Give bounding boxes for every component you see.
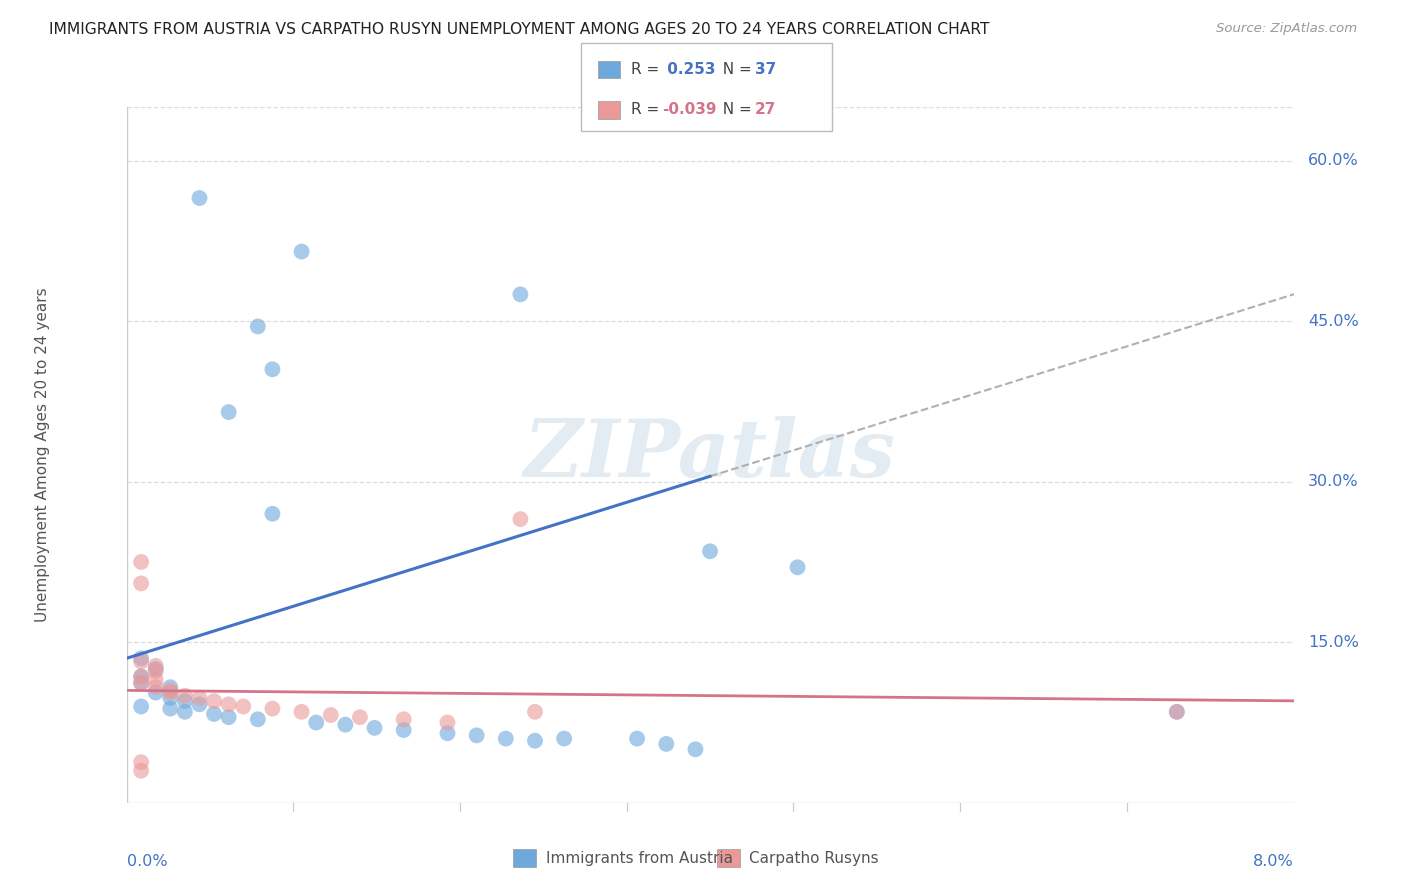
Text: Immigrants from Austria: Immigrants from Austria bbox=[546, 851, 733, 865]
Text: 45.0%: 45.0% bbox=[1308, 314, 1358, 328]
Text: 27: 27 bbox=[755, 103, 776, 117]
Point bbox=[159, 690, 181, 705]
Point bbox=[218, 710, 240, 724]
Point bbox=[1166, 705, 1188, 719]
Text: R =: R = bbox=[631, 103, 665, 117]
Text: 30.0%: 30.0% bbox=[1308, 475, 1358, 489]
Point bbox=[290, 705, 312, 719]
Text: N =: N = bbox=[713, 62, 756, 77]
Text: 8.0%: 8.0% bbox=[1253, 855, 1294, 869]
Point bbox=[553, 731, 575, 746]
Point bbox=[145, 662, 167, 676]
Text: Source: ZipAtlas.com: Source: ZipAtlas.com bbox=[1216, 22, 1357, 36]
Point bbox=[174, 689, 197, 703]
Text: N =: N = bbox=[713, 103, 756, 117]
Point bbox=[145, 658, 167, 673]
Point bbox=[319, 708, 342, 723]
Text: Carpatho Rusyns: Carpatho Rusyns bbox=[749, 851, 879, 865]
Point bbox=[129, 651, 152, 665]
Text: 0.253: 0.253 bbox=[662, 62, 716, 77]
Point bbox=[335, 717, 357, 731]
Text: R =: R = bbox=[631, 62, 665, 77]
Point bbox=[188, 698, 211, 712]
Point bbox=[129, 764, 152, 778]
Point bbox=[465, 728, 488, 742]
Point bbox=[129, 555, 152, 569]
Point bbox=[145, 685, 167, 699]
Point bbox=[290, 244, 312, 259]
Text: -0.039: -0.039 bbox=[662, 103, 717, 117]
Text: 37: 37 bbox=[755, 62, 776, 77]
Point bbox=[129, 576, 152, 591]
Point bbox=[246, 712, 269, 726]
Point bbox=[129, 669, 152, 683]
Point bbox=[145, 673, 167, 687]
Point bbox=[786, 560, 808, 574]
Text: IMMIGRANTS FROM AUSTRIA VS CARPATHO RUSYN UNEMPLOYMENT AMONG AGES 20 TO 24 YEARS: IMMIGRANTS FROM AUSTRIA VS CARPATHO RUSY… bbox=[49, 22, 990, 37]
Point bbox=[523, 705, 546, 719]
Point bbox=[159, 680, 181, 694]
Point bbox=[1166, 705, 1188, 719]
Point bbox=[232, 699, 254, 714]
Point bbox=[685, 742, 707, 756]
Point bbox=[174, 705, 197, 719]
Point bbox=[188, 191, 211, 205]
Point bbox=[246, 319, 269, 334]
Text: 60.0%: 60.0% bbox=[1308, 153, 1358, 168]
Point bbox=[145, 664, 167, 678]
Point bbox=[159, 683, 181, 698]
Point bbox=[174, 694, 197, 708]
Point bbox=[349, 710, 371, 724]
Text: Unemployment Among Ages 20 to 24 years: Unemployment Among Ages 20 to 24 years bbox=[35, 287, 51, 623]
Point bbox=[129, 669, 152, 683]
Point bbox=[436, 726, 458, 740]
Point bbox=[129, 676, 152, 690]
Point bbox=[129, 676, 152, 690]
Point bbox=[202, 694, 225, 708]
Point bbox=[436, 715, 458, 730]
Point bbox=[509, 512, 531, 526]
Point bbox=[129, 755, 152, 769]
Point bbox=[363, 721, 385, 735]
Point bbox=[392, 712, 415, 726]
Point bbox=[626, 731, 648, 746]
Text: 15.0%: 15.0% bbox=[1308, 635, 1360, 649]
Point bbox=[699, 544, 721, 558]
Point bbox=[495, 731, 517, 746]
Point bbox=[129, 699, 152, 714]
Point bbox=[655, 737, 678, 751]
Point bbox=[262, 507, 284, 521]
Point bbox=[218, 405, 240, 419]
Point bbox=[202, 706, 225, 721]
Point bbox=[129, 655, 152, 669]
Point bbox=[262, 362, 284, 376]
Point bbox=[262, 701, 284, 715]
Point bbox=[523, 733, 546, 747]
Point bbox=[218, 698, 240, 712]
Point bbox=[159, 685, 181, 699]
Point bbox=[188, 690, 211, 705]
Point bbox=[305, 715, 328, 730]
Point bbox=[392, 723, 415, 737]
Point bbox=[159, 701, 181, 715]
Text: 0.0%: 0.0% bbox=[127, 855, 167, 869]
Point bbox=[509, 287, 531, 301]
Text: ZIPatlas: ZIPatlas bbox=[524, 417, 896, 493]
Point bbox=[145, 680, 167, 694]
